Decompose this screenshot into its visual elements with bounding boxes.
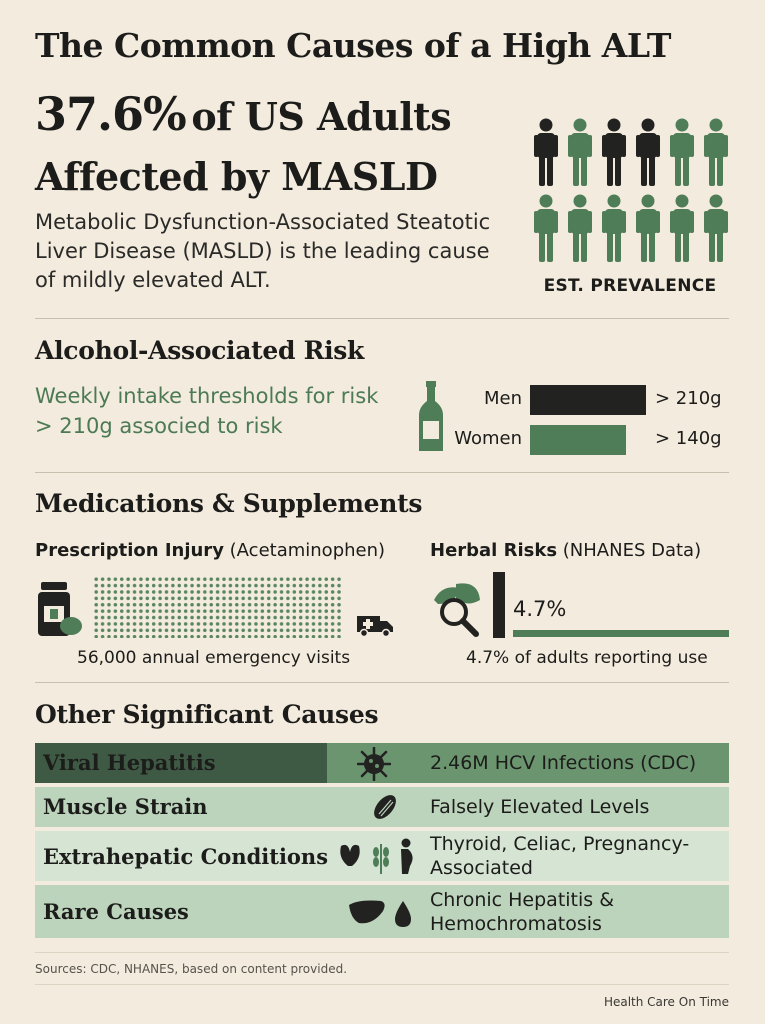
- divider: [35, 952, 729, 953]
- person-icon: [534, 118, 558, 186]
- person-icon: [636, 194, 660, 262]
- men-bar: [530, 385, 646, 415]
- liver-drop-icons: [349, 900, 411, 927]
- prevalence-label: EST. PREVALENCE: [543, 276, 717, 296]
- prescription-bold: Prescription Injury: [35, 540, 224, 561]
- bottle-icon: [419, 381, 443, 451]
- divider: [35, 472, 729, 473]
- headline-percent: 37.6%: [35, 87, 187, 141]
- prescription-title: Prescription Injury (Acetaminophen): [35, 540, 385, 561]
- person-icon: [670, 194, 694, 262]
- emergency-visits-dot-grid: [93, 576, 343, 638]
- masld-description: Metabolic Dysfunction-Associated Steatot…: [35, 210, 491, 292]
- prescription-caption: 56,000 annual emergency visits: [77, 648, 351, 668]
- prevalence-people-icons: [534, 118, 728, 262]
- cause-value: Thyroid, Celiac, Pregnancy-Associated: [430, 833, 690, 879]
- herbal-title: Herbal Risks (NHANES Data): [430, 540, 701, 561]
- person-icon: [568, 194, 592, 262]
- herbal-note: (NHANES Data): [562, 540, 702, 561]
- men-label: Men: [483, 388, 522, 409]
- pill-bottle-icon: [38, 582, 82, 636]
- alcohol-chart: Men > 210g Women > 140g: [412, 385, 732, 465]
- person-icon: [602, 194, 626, 262]
- person-icon: [704, 194, 728, 262]
- divider: [35, 984, 729, 985]
- herbal-caption: 4.7% of adults reporting use: [466, 648, 708, 668]
- headline-text: of US Adults Affected by MASLD: [35, 94, 452, 199]
- brand-label: Health Care On Time: [603, 995, 729, 1009]
- alcohol-threshold-text: Weekly intake thresholds for risk > 210g…: [35, 384, 379, 438]
- divider: [35, 318, 729, 319]
- cause-value: 2.46M HCV Infections (CDC): [430, 752, 697, 774]
- headline: 37.6% of US Adults Affected by MASLD: [35, 88, 555, 211]
- person-icon: [568, 118, 592, 186]
- cause-value: Chronic Hepatitis & Hemochromatosis: [430, 889, 615, 935]
- medications-heading: Medications & Supplements: [35, 489, 423, 518]
- person-icon: [670, 118, 694, 186]
- cause-row-muscle-strain: Muscle Strain Falsely Elevated Levels: [35, 787, 729, 827]
- viral-label-band: [35, 743, 327, 783]
- thyroid-wheat-pregnancy-icons: [340, 838, 413, 874]
- herbal-bold: Herbal Risks: [430, 540, 558, 561]
- alcohol-heading: Alcohol-Associated Risk: [35, 336, 365, 365]
- cause-label: Extrahepatic Conditions: [43, 844, 329, 869]
- person-icon: [636, 118, 660, 186]
- person-icon: [704, 118, 728, 186]
- cause-row-viral-hepatitis: Viral Hepatitis 2.46M HCV Infections (CD…: [35, 743, 729, 783]
- person-icon: [602, 118, 626, 186]
- cause-value: Falsely Elevated Levels: [430, 796, 650, 818]
- cause-row-extrahepatic: Extrahepatic Conditions Thyroid, Celiac,…: [35, 831, 729, 881]
- divider: [35, 682, 729, 683]
- cause-label: Muscle Strain: [43, 794, 208, 819]
- person-icon: [534, 194, 558, 262]
- herbal-bar: [513, 630, 729, 637]
- women-bar: [530, 425, 626, 455]
- prescription-note: (Acetaminophen): [229, 540, 386, 561]
- herbal-marker-bar: [493, 572, 505, 638]
- women-value: > 140g: [655, 428, 722, 449]
- other-causes-heading: Other Significant Causes: [35, 700, 379, 729]
- cause-label: Viral Hepatitis: [43, 750, 216, 775]
- herb-magnifier-icon: [434, 583, 480, 637]
- muscle-icon: [374, 795, 396, 819]
- virus-icon: [357, 747, 391, 781]
- men-value: > 210g: [655, 388, 722, 409]
- ambulance-icon: [357, 616, 393, 638]
- sources-note: Sources: CDC, NHANES, based on content p…: [35, 962, 348, 976]
- cause-row-rare-causes: Rare Causes Chronic Hepatitis & Hemochro…: [35, 885, 729, 938]
- herbal-value: 4.7%: [513, 597, 567, 621]
- page-title: The Common Causes of a High ALT: [35, 26, 671, 65]
- cause-label: Rare Causes: [43, 899, 189, 924]
- women-label: Women: [454, 428, 522, 449]
